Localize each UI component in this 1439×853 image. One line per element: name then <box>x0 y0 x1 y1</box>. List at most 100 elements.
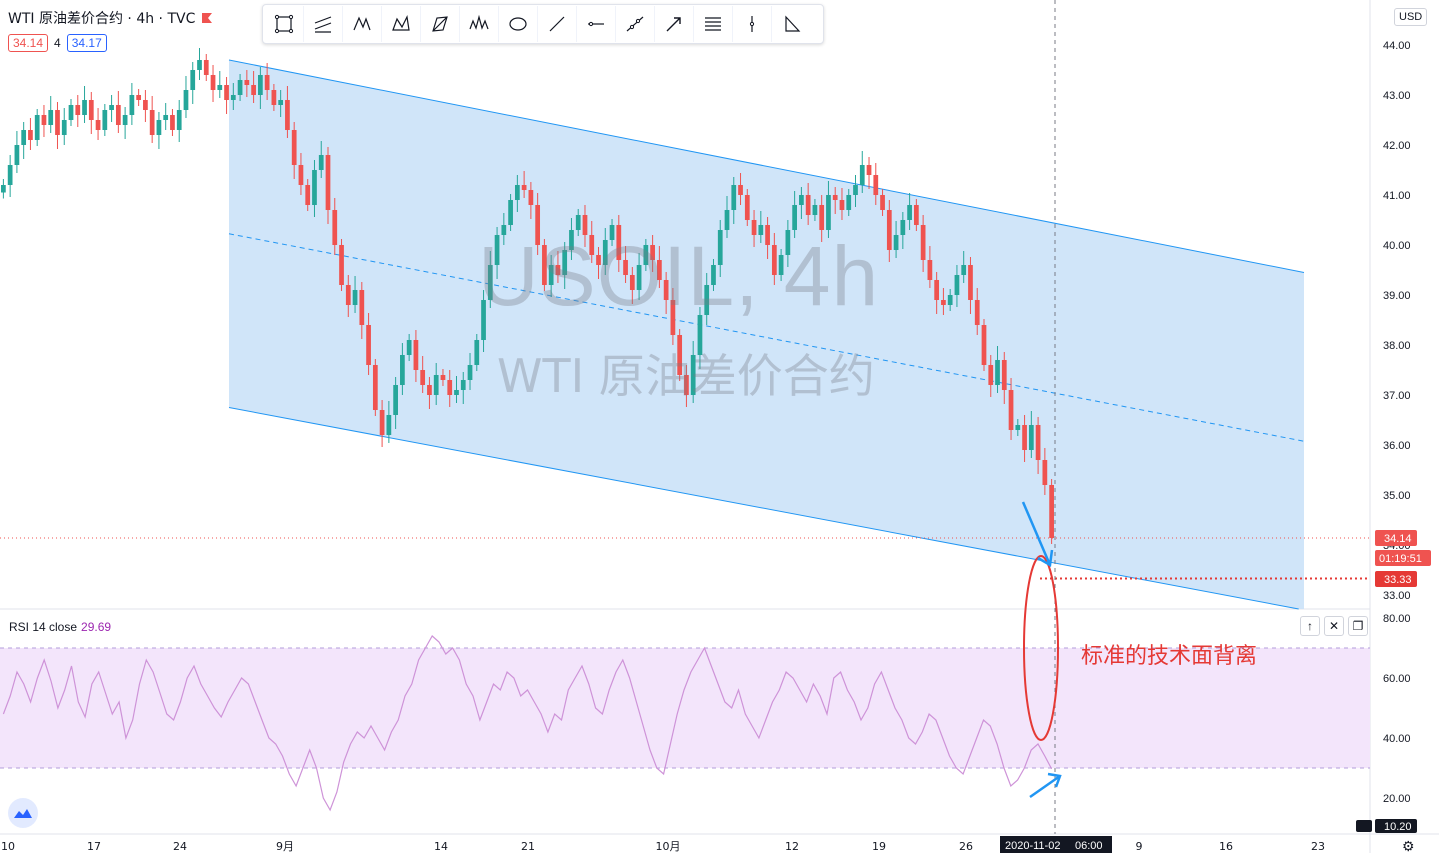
vertical-line-tool-icon[interactable] <box>733 6 772 42</box>
candle <box>900 212 906 249</box>
candle <box>751 210 757 247</box>
rsi-min-label: 10.20 <box>1384 821 1412 833</box>
time-tick-label: 23 <box>1311 840 1325 853</box>
candle <box>460 372 466 404</box>
candle <box>312 160 317 217</box>
trade-prices: 34.14 4 34.17 <box>8 34 107 52</box>
tradingview-logo-icon[interactable] <box>8 798 38 828</box>
candle <box>799 187 804 219</box>
candle <box>907 193 912 230</box>
extended-line-tool-icon[interactable] <box>616 6 655 42</box>
candle <box>115 91 121 133</box>
candle <box>501 213 507 245</box>
candle <box>122 107 128 139</box>
ellipse-tool-icon[interactable] <box>499 6 538 42</box>
candle <box>305 179 311 211</box>
candle <box>339 239 344 291</box>
time-tick-label: 24 <box>173 840 187 853</box>
head-shoulders-tool-icon[interactable] <box>460 6 499 42</box>
candle <box>704 273 710 325</box>
rsi-title[interactable]: RSI 14 close <box>9 620 78 634</box>
candle <box>758 211 764 243</box>
candle <box>941 288 946 315</box>
time-axis: 10 17 24 9月 14 21 10月 12 19 26 9 16 23 <box>1 840 1325 853</box>
candle <box>893 221 899 258</box>
candle <box>237 74 243 101</box>
trend-line-tool-icon[interactable] <box>538 6 577 42</box>
candle <box>163 103 169 130</box>
buy-price-button[interactable]: 34.17 <box>66 34 107 52</box>
candle <box>934 272 940 314</box>
candle <box>244 70 250 97</box>
candle <box>738 173 743 205</box>
parallel-lines-tool-icon[interactable] <box>694 6 733 42</box>
candle <box>629 267 635 304</box>
currency-button[interactable]: USD <box>1394 8 1428 26</box>
candle <box>467 353 473 390</box>
candle <box>535 193 541 255</box>
price-tick-label: 41.00 <box>1383 190 1411 202</box>
candle <box>880 189 885 216</box>
candle <box>413 330 419 382</box>
candle <box>819 195 825 242</box>
price-axis: 33.0034.0035.0036.0037.0038.0039.0040.00… <box>1383 40 1411 602</box>
rsi-legend: RSI 14 close 29.69 <box>9 620 111 634</box>
flag-icon[interactable] <box>201 12 213 24</box>
abcd-pattern-tool-icon[interactable] <box>382 6 421 42</box>
close-icon[interactable]: ✕ <box>1324 616 1344 636</box>
candle <box>325 147 331 224</box>
divergence-annotation: 标准的技术面背离 <box>1081 644 1258 669</box>
candle <box>41 105 47 137</box>
maximize-icon[interactable]: ❐ <box>1348 616 1368 636</box>
candle <box>514 175 520 212</box>
scale-marker <box>1356 820 1372 832</box>
channel-upper-line <box>228 59 1305 273</box>
candle <box>170 109 175 136</box>
parallel-channel-tool-icon[interactable] <box>304 6 343 42</box>
candle <box>812 199 818 221</box>
symbol-title[interactable]: WTI 原油差价合约 · 4h · TVC <box>8 11 196 27</box>
candle <box>447 370 453 407</box>
divergence-ellipse <box>1023 555 1059 741</box>
rsi-min-badge <box>1375 819 1417 833</box>
time-tick-label: 16 <box>1219 840 1233 853</box>
rectangle-tool-icon[interactable] <box>265 6 304 42</box>
move-up-icon[interactable]: ↑ <box>1300 616 1320 636</box>
horizontal-ray-tool-icon[interactable] <box>577 6 616 42</box>
candle <box>643 239 649 271</box>
triangle-pattern-tool-icon[interactable] <box>421 6 460 42</box>
candle <box>582 205 588 247</box>
candle <box>562 242 568 289</box>
xabcd-pattern-tool-icon[interactable] <box>343 6 382 42</box>
sell-price-button[interactable]: 34.14 <box>8 34 49 52</box>
candle <box>34 109 40 146</box>
candle <box>298 153 304 195</box>
candle <box>203 54 209 81</box>
rsi-value: 29.69 <box>81 620 112 634</box>
price-tick-label: 42.00 <box>1383 140 1411 152</box>
candle <box>48 96 54 133</box>
price-tick-label: 44.00 <box>1383 40 1411 52</box>
candle <box>785 220 791 267</box>
candle <box>366 313 371 375</box>
candle <box>717 220 723 277</box>
candle <box>859 151 865 193</box>
candle <box>440 369 446 386</box>
candle <box>291 122 297 179</box>
time-tick-label: 17 <box>87 840 101 853</box>
candle <box>190 62 196 104</box>
arrow-tool-icon[interactable] <box>655 6 694 42</box>
candle <box>454 376 459 403</box>
candle <box>487 251 493 308</box>
candle <box>826 181 831 238</box>
candle <box>771 233 777 285</box>
symbol-header: WTI 原油差价合约 · 4h · TVC <box>8 8 213 28</box>
time-tick-label: 12 <box>785 840 799 853</box>
candle <box>724 196 730 238</box>
settings-gear-icon[interactable]: ⚙ <box>1402 838 1415 853</box>
candle <box>68 99 74 126</box>
candlestick-series <box>1 48 1054 544</box>
candle <box>913 199 919 231</box>
triangle-tool-icon[interactable] <box>772 6 811 42</box>
